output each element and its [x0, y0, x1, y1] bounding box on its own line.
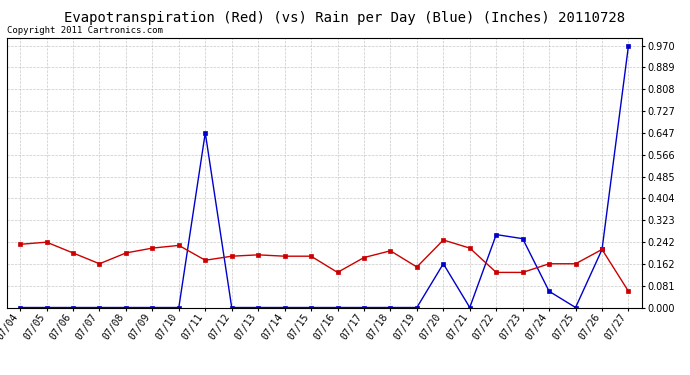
Text: Evapotranspiration (Red) (vs) Rain per Day (Blue) (Inches) 20110728: Evapotranspiration (Red) (vs) Rain per D… [64, 11, 626, 25]
Text: Copyright 2011 Cartronics.com: Copyright 2011 Cartronics.com [7, 26, 163, 35]
